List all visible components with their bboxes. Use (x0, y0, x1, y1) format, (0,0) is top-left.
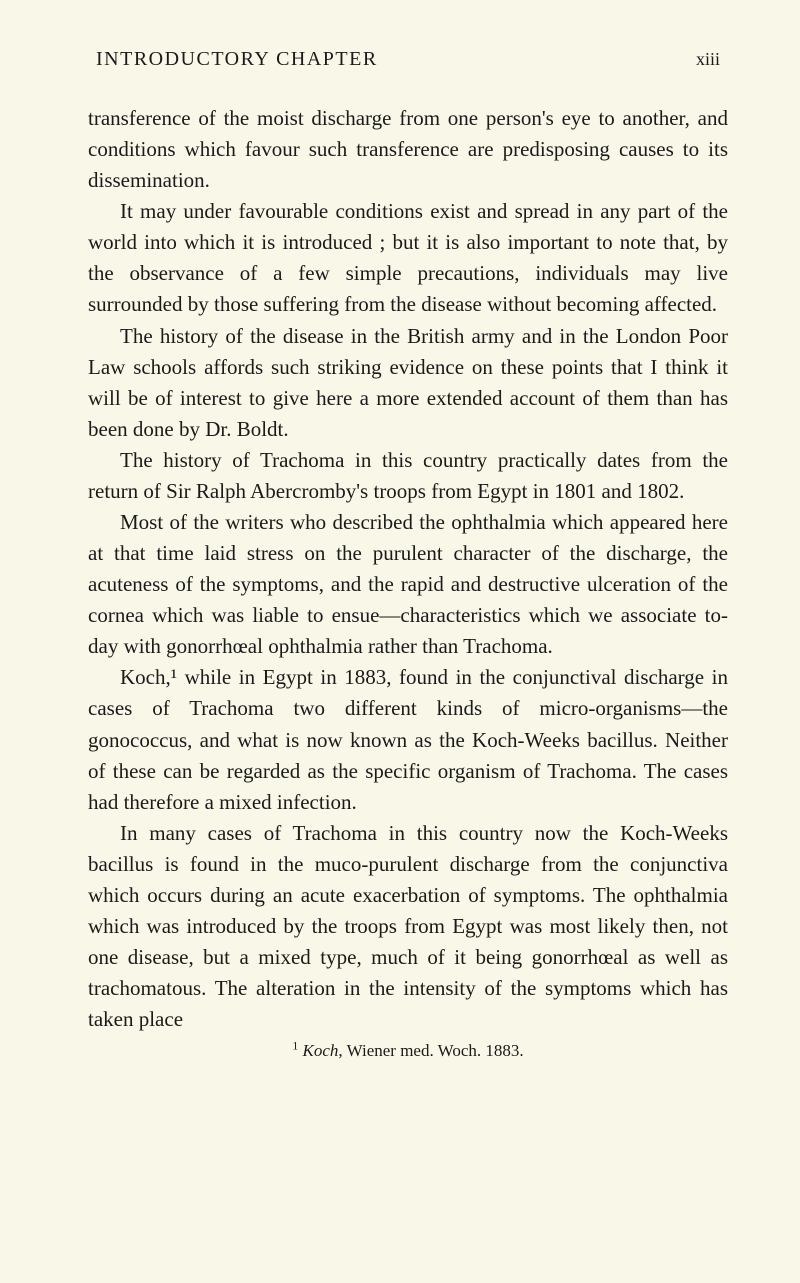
footnote-text: Koch, Wiener med. Woch. 1883. (303, 1041, 524, 1060)
paragraph: The history of Trachoma in this country … (88, 445, 728, 507)
page-header: INTRODUCTORY CHAPTER xiii (88, 48, 728, 71)
paragraph: It may under favourable conditions exist… (88, 196, 728, 320)
footnote-author: Koch (303, 1041, 339, 1060)
body-text: transference of the moist discharge from… (88, 103, 728, 1035)
page-number: xiii (696, 49, 720, 70)
paragraph: Most of the writers who described the op… (88, 507, 728, 662)
paragraph: transference of the moist discharge from… (88, 103, 728, 196)
footnote: 1 Koch, Wiener med. Woch. 1883. (88, 1041, 728, 1061)
footnote-rest: , Wiener med. Woch. 1883. (338, 1041, 523, 1060)
footnote-marker: 1 (292, 1039, 298, 1053)
paragraph: Koch,¹ while in Egypt in 1883, found in … (88, 662, 728, 817)
paragraph: The history of the disease in the Britis… (88, 321, 728, 445)
header-title: INTRODUCTORY CHAPTER (96, 48, 378, 71)
paragraph: In many cases of Trachoma in this countr… (88, 818, 728, 1036)
